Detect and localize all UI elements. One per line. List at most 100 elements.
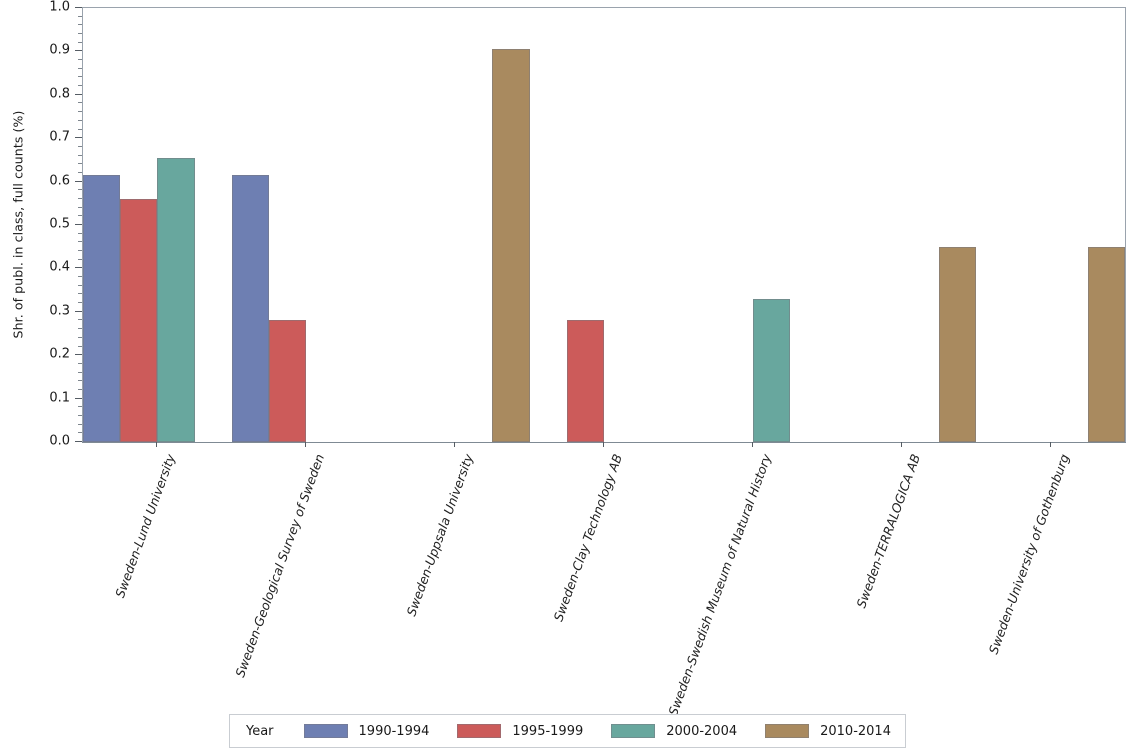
x-axis-labels: Sweden-Lund University Sweden-Geological … (82, 448, 1124, 718)
x-axis-label-text: Sweden-Geological Survey of Sweden (232, 452, 328, 680)
y-axis-minor-tick (78, 302, 82, 304)
bar[interactable] (492, 49, 530, 442)
x-axis-label-text: Sweden-Lund University (112, 452, 179, 600)
y-axis-minor-tick (78, 41, 82, 43)
x-axis-label-text: Sweden-Swedish Museum of Natural History (665, 452, 774, 718)
y-axis-minor-tick (78, 406, 82, 408)
y-axis-minor-tick (78, 76, 82, 78)
bar[interactable] (231, 175, 270, 442)
x-axis-tick (900, 442, 902, 447)
y-axis-minor-tick (78, 102, 82, 104)
y-axis-minor-tick (78, 380, 82, 382)
bar[interactable] (157, 157, 195, 442)
y-axis-tick-label: 1.0 (49, 0, 70, 15)
y-axis-tick (75, 310, 82, 312)
y-axis-tick (75, 50, 82, 52)
y-axis-minor-tick (78, 345, 82, 347)
y-axis-minor-tick (78, 128, 82, 130)
legend-label: 1990-1994 (358, 723, 430, 739)
x-axis-label-text: Sweden-Uppsala University (403, 452, 477, 619)
legend-entry[interactable]: 1990-1994 (303, 723, 430, 739)
y-axis-tick (75, 137, 82, 139)
x-axis-tick (156, 442, 158, 447)
y-axis-minor-tick (78, 171, 82, 173)
bar[interactable] (120, 198, 158, 442)
legend: Year 1990-1994 1995-1999 2000-2004 2010-201… (229, 714, 906, 748)
bar[interactable] (269, 320, 307, 442)
legend-label: 2010-2014 (820, 723, 891, 739)
y-axis-minor-tick (78, 15, 82, 17)
x-axis-tick (305, 442, 307, 447)
x-axis-label-text: Sweden-TERRALOGICA AB (853, 452, 923, 610)
legend-entry[interactable]: 2010-2014 (765, 724, 891, 739)
bar[interactable] (83, 175, 121, 442)
legend-color-swatch (457, 724, 502, 738)
y-axis-minor-tick (78, 293, 82, 295)
y-axis-tick-label: 0.8 (49, 86, 70, 102)
y-axis-minor-tick (78, 371, 82, 373)
y-axis-minor-tick (78, 163, 82, 165)
legend-label: 2000-2004 (666, 723, 738, 739)
bar[interactable] (1087, 246, 1125, 442)
y-axis-minor-tick (78, 206, 82, 208)
y-axis-tick (75, 93, 82, 95)
bar[interactable] (752, 298, 791, 442)
legend-title: Year (246, 723, 274, 739)
bar[interactable] (566, 320, 604, 442)
x-axis-ticks (82, 442, 1124, 450)
y-axis-minor-tick (78, 215, 82, 217)
y-axis-minor-tick (78, 432, 82, 434)
legend-color-swatch (303, 724, 348, 738)
legend-entry[interactable]: 2000-2004 (611, 724, 737, 739)
plot-area (82, 7, 1126, 443)
y-axis: 0.0 0.1 0.2 0.3 0.4 0.5 0.6 0.7 0.8 0.9 1.0 (0, 0, 82, 449)
y-axis-tick (75, 180, 82, 182)
y-axis-tick-label: 0.1 (49, 390, 70, 406)
legend-color-swatch (765, 724, 810, 738)
y-axis-minor-tick (78, 119, 82, 121)
y-axis-minor-tick (78, 145, 82, 147)
y-axis-minor-tick (78, 284, 82, 286)
y-axis-minor-tick (78, 59, 82, 61)
y-axis-tick (75, 397, 82, 399)
y-axis-tick-label: 0.2 (49, 346, 70, 362)
y-axis-minor-tick (78, 423, 82, 425)
y-axis-tick (75, 267, 82, 269)
y-axis-tick-label: 0.5 (49, 216, 70, 232)
y-axis-tick-label: 0.4 (49, 259, 70, 275)
y-axis-tick (75, 224, 82, 225)
y-axis-minor-tick (78, 154, 82, 156)
y-axis-tick (75, 7, 82, 8)
y-axis-minor-tick (78, 232, 82, 234)
x-axis-label-text: Sweden-Clay Technology AB (550, 452, 626, 624)
y-axis-tick-label: 0.3 (49, 303, 70, 319)
legend-label: 1995-1999 (512, 723, 584, 739)
y-axis-minor-tick (78, 328, 82, 330)
y-axis-tick-label: 0.6 (49, 173, 70, 189)
y-axis-minor-tick (78, 189, 82, 191)
y-axis-minor-tick (78, 33, 82, 35)
y-axis-minor-tick (78, 24, 82, 26)
y-axis-minor-tick (78, 67, 82, 69)
y-axis-minor-tick (78, 336, 82, 338)
legend-entry[interactable]: 1995-1999 (457, 724, 583, 739)
y-axis-minor-tick (78, 85, 82, 87)
y-axis-minor-tick (78, 362, 82, 364)
y-axis-minor-tick (78, 414, 82, 416)
bar[interactable] (938, 246, 977, 442)
y-axis-minor-tick (78, 258, 82, 260)
y-axis-tick-label: 0.9 (49, 42, 70, 58)
y-axis-minor-tick (78, 241, 82, 243)
y-axis-tick-label: 0.0 (49, 433, 70, 449)
y-axis-tick-label: 0.7 (49, 129, 70, 145)
x-axis-tick (603, 442, 604, 447)
y-axis-minor-tick (78, 111, 82, 113)
y-axis-tick (75, 354, 82, 356)
x-axis-tick (454, 442, 456, 447)
x-axis-label-text: Sweden-University of Gothenburg (985, 452, 1072, 657)
x-axis-tick (1049, 442, 1051, 447)
y-axis-minor-tick (78, 388, 82, 390)
legend-color-swatch (611, 724, 656, 738)
y-axis-minor-tick (78, 319, 82, 321)
